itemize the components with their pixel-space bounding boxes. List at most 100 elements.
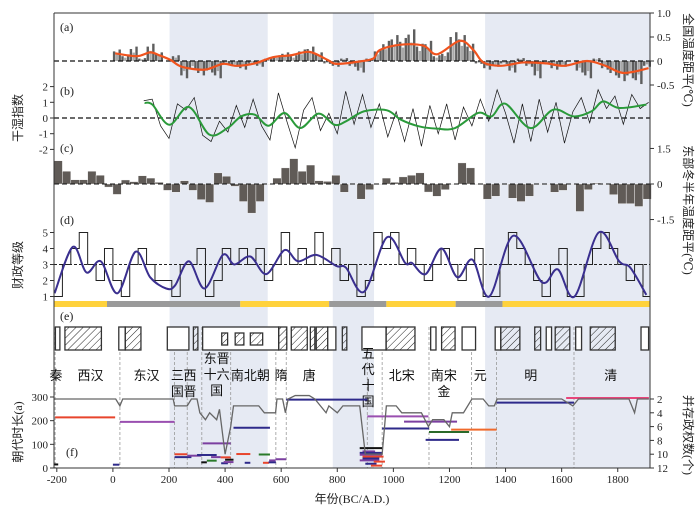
temperature-bar xyxy=(533,61,537,76)
temperature-bar xyxy=(275,57,278,61)
temperature-bar xyxy=(143,58,147,61)
empty-period-box xyxy=(545,326,553,351)
winter-temperature-bar xyxy=(255,183,265,202)
dynasty-label: 十 xyxy=(362,378,375,393)
panel-f-dynasty-duration xyxy=(54,394,649,467)
dynasty-label: 南北朝 xyxy=(231,368,270,383)
temperature-bar xyxy=(379,49,382,61)
y-tick-label: 3 xyxy=(43,260,49,272)
y-tick-label: 2 xyxy=(43,82,49,94)
temperature-bar xyxy=(340,58,343,61)
temperature-bar xyxy=(199,61,203,70)
winter-temperature-bar xyxy=(415,172,425,185)
winter-temperature-bar xyxy=(524,183,534,197)
temperature-bar xyxy=(494,61,497,65)
temperature-bar xyxy=(640,61,643,85)
empty-period-box xyxy=(327,326,337,351)
temperature-bar xyxy=(185,61,189,79)
temperature-bar xyxy=(446,52,450,61)
empty-period-box xyxy=(54,326,61,351)
temperature-bar xyxy=(637,61,640,75)
temperature-bar xyxy=(135,46,138,61)
temperature-bar xyxy=(233,61,236,65)
panel-label-c: (c) xyxy=(60,141,73,155)
temperature-bar xyxy=(603,61,607,67)
winter-temperature-bar xyxy=(609,183,618,195)
winter-temperature-bar xyxy=(297,171,307,185)
x-tick-label: 1000 xyxy=(382,474,405,486)
period-bar-segment xyxy=(107,301,241,307)
temperature-bar xyxy=(547,61,551,64)
temperature-bar xyxy=(387,40,391,61)
y-label-dry-wet: 干湿指数 xyxy=(10,94,25,142)
temperature-bar xyxy=(401,47,405,61)
empty-period-box xyxy=(118,326,126,351)
temperature-bar xyxy=(539,61,542,79)
y-tick-label: 200 xyxy=(32,416,49,428)
temperature-bar xyxy=(404,37,407,61)
y-tick-label: 8 xyxy=(657,435,663,447)
temperature-bar xyxy=(480,61,483,64)
winter-temperature-bar xyxy=(87,171,97,185)
temperature-bar xyxy=(438,55,441,61)
winter-temperature-bar xyxy=(625,183,635,204)
temperature-bar xyxy=(283,55,287,61)
temperature-bar xyxy=(382,44,385,61)
temperature-bar xyxy=(581,61,584,73)
temperature-bar xyxy=(519,59,522,61)
x-tick-label: 0 xyxy=(110,474,116,486)
dynasty-label: 国 xyxy=(210,383,223,398)
winter-temperature-bar xyxy=(356,183,366,200)
winter-temperature-bar xyxy=(121,179,130,185)
temperature-bar xyxy=(505,61,508,64)
dynasty-label: 隋 xyxy=(275,368,288,383)
temperature-bar xyxy=(126,55,130,61)
temperature-bar xyxy=(306,49,309,61)
dynasty-label: 十六 xyxy=(204,367,230,382)
temperature-bar xyxy=(452,44,455,61)
temperature-bar xyxy=(241,61,245,67)
dynasty-label: 代 xyxy=(362,362,375,377)
dynasty-label: 清 xyxy=(604,368,617,383)
x-tick-label: 400 xyxy=(217,474,234,486)
hatched-period-box xyxy=(64,326,103,351)
temperature-bar xyxy=(612,61,615,70)
temperature-bar xyxy=(326,61,329,63)
temperature-bar xyxy=(474,61,478,64)
y-tick-label: 0 xyxy=(43,113,49,125)
temperature-bar xyxy=(393,45,396,61)
winter-temperature-bar xyxy=(466,167,475,185)
temperature-smooth-line xyxy=(114,39,649,75)
winter-temperature-bar xyxy=(398,176,408,185)
dynasty-label: 北宋 xyxy=(389,368,415,383)
winter-temperature-bar xyxy=(79,179,88,185)
y-tick-label: 1.5 xyxy=(657,143,671,155)
y-tick-label: 1 xyxy=(43,97,49,109)
winter-temperature-bar xyxy=(213,172,223,185)
y-label-fiscal-grade: 财政等级 xyxy=(11,241,25,289)
temperature-bar xyxy=(222,61,225,64)
temperature-bar xyxy=(396,35,399,61)
temperature-bar xyxy=(575,61,579,71)
temperature-bar xyxy=(281,53,284,61)
dynasty-label: 三 xyxy=(171,368,184,383)
winter-temperature-bar xyxy=(424,183,433,193)
winter-temperature-bar xyxy=(516,183,526,202)
winter-temperature-bar xyxy=(53,160,63,185)
temperature-bar xyxy=(295,55,298,61)
hatched-period-box xyxy=(309,326,316,351)
winter-temperature-bar xyxy=(558,183,568,191)
temperature-bar xyxy=(174,57,178,61)
temperature-bar xyxy=(118,49,121,61)
temperature-bar xyxy=(418,50,422,61)
winter-temperature-bar xyxy=(272,177,282,185)
temperature-bar xyxy=(455,32,458,61)
shaded-period xyxy=(485,13,650,468)
fiscal-grade-smooth-line xyxy=(53,230,648,299)
x-tick-label: -200 xyxy=(47,474,68,486)
winter-temperature-bar xyxy=(306,164,316,185)
winter-temperature-bar xyxy=(95,175,105,185)
winter-temperature-bar xyxy=(407,175,417,185)
hatched-period-box xyxy=(192,326,199,351)
temperature-bar xyxy=(606,61,609,70)
